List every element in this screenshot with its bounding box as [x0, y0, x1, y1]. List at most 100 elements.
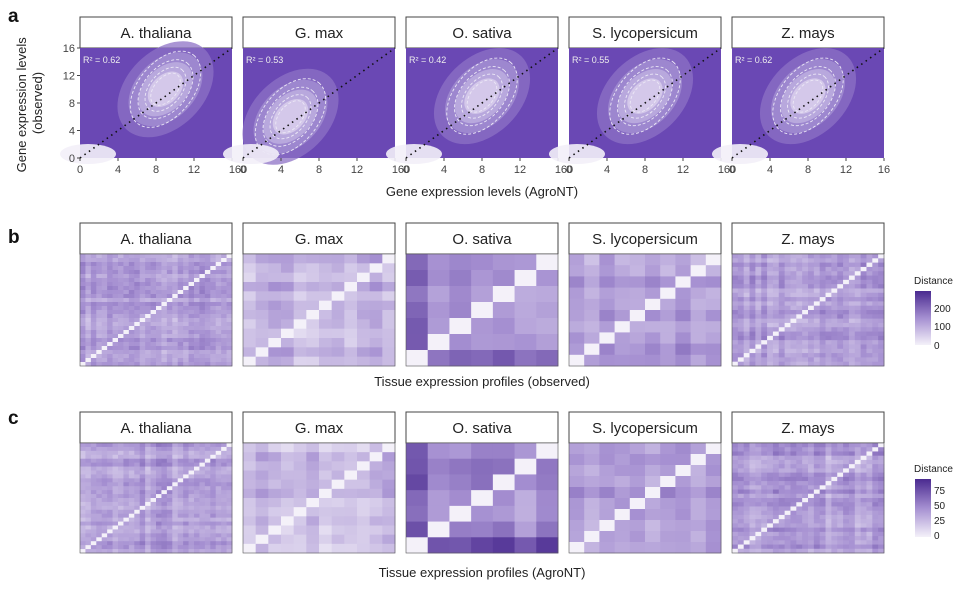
heatmap-cell: [112, 318, 119, 323]
heatmap-cell: [848, 271, 856, 276]
heatmap-cell: [732, 361, 739, 367]
heatmap-cell: [831, 523, 838, 529]
heatmap-cell: [778, 540, 786, 545]
heatmap-cell: [96, 326, 103, 331]
heatmap-cell: [732, 493, 739, 499]
heatmap-cell: [369, 498, 383, 508]
x-tick-label: 4: [767, 164, 773, 176]
heatmap-cell: [705, 476, 722, 488]
heatmap-cell: [866, 353, 873, 358]
heatmap-cell: [107, 266, 113, 271]
heatmap-cell: [194, 302, 200, 307]
heatmap-facet: A. thaliana: [79, 222, 233, 367]
heatmap-cell: [492, 458, 515, 475]
heatmap-cell: [790, 481, 797, 486]
heatmap-cell: [85, 541, 92, 546]
heatmap-cell: [848, 523, 856, 529]
heatmap-cell: [161, 513, 168, 519]
heatmap-cell: [331, 300, 345, 311]
heatmap-cell: [172, 306, 179, 311]
heatmap-cell: [156, 350, 162, 355]
heatmap-cell: [848, 266, 856, 272]
heatmap-cell: [268, 470, 282, 481]
heatmap-cell: [166, 521, 173, 526]
heatmap-cell: [177, 306, 184, 311]
heatmap-facet: S. lycopersicum: [568, 222, 722, 367]
heatmap-cell: [139, 326, 146, 331]
heatmap-cell: [85, 306, 92, 311]
heatmap-cell: [732, 489, 739, 495]
heatmap-cell: [369, 263, 383, 274]
heatmap-cell: [796, 531, 803, 537]
heatmap-cell: [221, 458, 227, 464]
heatmap-cell: [737, 322, 745, 328]
heatmap-cell: [210, 458, 217, 464]
heatmap-cell: [123, 454, 130, 460]
heatmap-cell: [778, 506, 786, 512]
heatmap-cell: [749, 523, 756, 529]
heatmap-cell: [705, 531, 722, 543]
heatmap-cell: [872, 288, 879, 294]
heatmap-cell: [150, 498, 157, 503]
heatmap-cell: [177, 529, 184, 534]
identity-line: [568, 47, 722, 159]
heatmap-cell: [705, 343, 722, 356]
heatmap-cell: [837, 498, 844, 503]
heatmap-cell: [772, 279, 780, 285]
heatmap-cell: [85, 350, 92, 355]
heatmap-cell: [226, 450, 233, 456]
heatmap-cell: [872, 258, 879, 264]
heatmap-cell: [872, 305, 879, 311]
heatmap-cell: [107, 334, 113, 339]
heatmap-cell: [860, 266, 867, 272]
heatmap-cell: [808, 361, 815, 367]
heatmap-cell: [790, 472, 797, 478]
heatmap-cell: [614, 498, 631, 510]
heatmap-cell: [215, 545, 222, 550]
heatmap-cell: [675, 276, 691, 288]
heatmap-cell: [281, 461, 295, 471]
heatmap-cell: [819, 340, 826, 345]
heatmap-cell: [866, 284, 873, 289]
heatmap-cell: [382, 291, 396, 302]
heatmap-cell: [802, 485, 809, 490]
heatmap-cell: [221, 474, 227, 479]
heatmap-cell: [255, 498, 269, 508]
heatmap-cell: [194, 326, 200, 331]
heatmap-cell: [614, 276, 631, 288]
heatmap-cell: [492, 270, 515, 287]
heatmap-cell: [344, 461, 358, 471]
heatmap-cell: [139, 258, 146, 263]
heatmap-cell: [536, 505, 559, 522]
heatmap-cell: [860, 531, 867, 537]
heatmap-cell: [784, 455, 791, 461]
heatmap-cell: [761, 344, 768, 350]
heatmap-cell: [819, 476, 826, 482]
heatmap-cell: [645, 321, 661, 333]
heatmap-cell: [268, 347, 282, 358]
heatmap-cell: [281, 338, 295, 348]
heatmap-cell: [85, 501, 92, 507]
heatmap-cell: [866, 331, 873, 337]
heatmap-cell: [843, 353, 850, 358]
heatmap-cell: [790, 519, 797, 524]
heatmap-cell: [854, 327, 862, 332]
heatmap-cell: [878, 361, 885, 367]
heatmap-cell: [145, 270, 151, 275]
heatmap-cell: [778, 279, 786, 285]
heatmap-cell: [843, 340, 850, 345]
heatmap-cell: [145, 266, 151, 271]
heatmap-cell: [128, 270, 135, 275]
heatmap-cell: [808, 305, 815, 311]
heatmap-cell: [172, 529, 179, 534]
heatmap-cell: [80, 494, 86, 499]
heatmap-cell: [139, 282, 146, 287]
heatmap-cell: [860, 318, 867, 324]
heatmap-cell: [831, 335, 838, 341]
heatmap-cell: [872, 322, 879, 328]
heatmap-cell: [96, 302, 103, 307]
heatmap-cell: [778, 271, 786, 276]
x-axis-title-c: Tissue expression profiles (AgroNT): [379, 565, 586, 580]
heatmap-cell: [215, 474, 222, 479]
heatmap-cell: [199, 513, 206, 519]
